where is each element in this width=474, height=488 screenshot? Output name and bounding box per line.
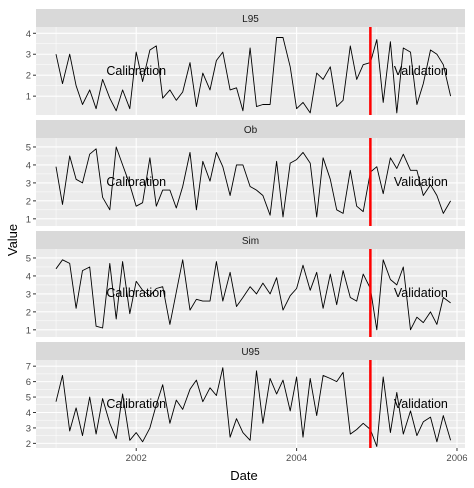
validation-label: Validation (394, 397, 448, 411)
panel-strip (36, 342, 465, 360)
validation-label: Validation (394, 64, 448, 78)
x-tick-label: 2002 (126, 453, 147, 464)
panel-l95: L95 1 2 3 4 Calibration Validation (26, 9, 465, 115)
y-tick-label: 1 (26, 214, 31, 225)
y-tick-label: 1 (26, 92, 31, 103)
panel-sim: Sim 1 2 3 4 5 Calibration Validation (26, 231, 465, 337)
panel-strip-label: L95 (242, 14, 259, 25)
y-tick-label: 4 (26, 408, 31, 419)
y-tick-label: 3 (26, 178, 31, 189)
y-tick-label: 2 (26, 439, 31, 450)
panel-background (36, 27, 465, 115)
y-tick-label: 3 (26, 50, 31, 61)
panel-strip-label: Ob (244, 125, 258, 136)
y-tick-label: 3 (26, 423, 31, 434)
y-tick-label: 3 (26, 289, 31, 300)
series-line (55, 146, 451, 218)
panel-strip (36, 120, 465, 138)
y-tick-label: 4 (26, 29, 31, 40)
y-tick-label: 5 (26, 393, 31, 404)
validation-label: Validation (394, 175, 448, 189)
x-tick-label: 2006 (446, 453, 467, 464)
x-axis-title: Date (230, 468, 257, 483)
x-tick-label: 2004 (286, 453, 307, 464)
y-tick-label: 6 (26, 377, 31, 388)
y-tick-label: 5 (26, 142, 31, 153)
y-tick-label: 4 (26, 160, 31, 171)
y-tick-label: 7 (26, 362, 31, 373)
calibration-label: Calibration (106, 286, 166, 300)
panel-background (36, 138, 465, 226)
y-tick-label: 2 (26, 71, 31, 82)
y-tick-label: 2 (26, 307, 31, 318)
panel-u95: U95 2 3 4 5 6 7 Calibration Validation 2002 2004 20… (26, 342, 468, 464)
y-tick-label: 5 (26, 253, 31, 264)
validation-label: Validation (394, 286, 448, 300)
calibration-label: Calibration (106, 397, 166, 411)
calibration-label: Calibration (106, 175, 166, 189)
panel-strip (36, 231, 465, 249)
y-tick-label: 2 (26, 196, 31, 207)
series-line (55, 367, 452, 447)
y-axis-title: Value (5, 224, 20, 256)
calibration-label: Calibration (106, 64, 166, 78)
panel-ob: Ob 1 2 3 4 5 Calibration Validation (26, 120, 465, 226)
y-tick-label: 1 (26, 325, 31, 336)
panel-background (36, 249, 465, 337)
series-line (55, 37, 452, 114)
panel-strip-label: Sim (242, 236, 259, 247)
panel-strip-label: U95 (241, 347, 260, 358)
series-line (55, 259, 451, 331)
y-tick-label: 4 (26, 271, 31, 282)
panels-group: L95 1 2 3 4 Calibration Validation Ob 1 2 3 4 5 Calib… (26, 9, 468, 464)
panel-strip (36, 9, 465, 27)
